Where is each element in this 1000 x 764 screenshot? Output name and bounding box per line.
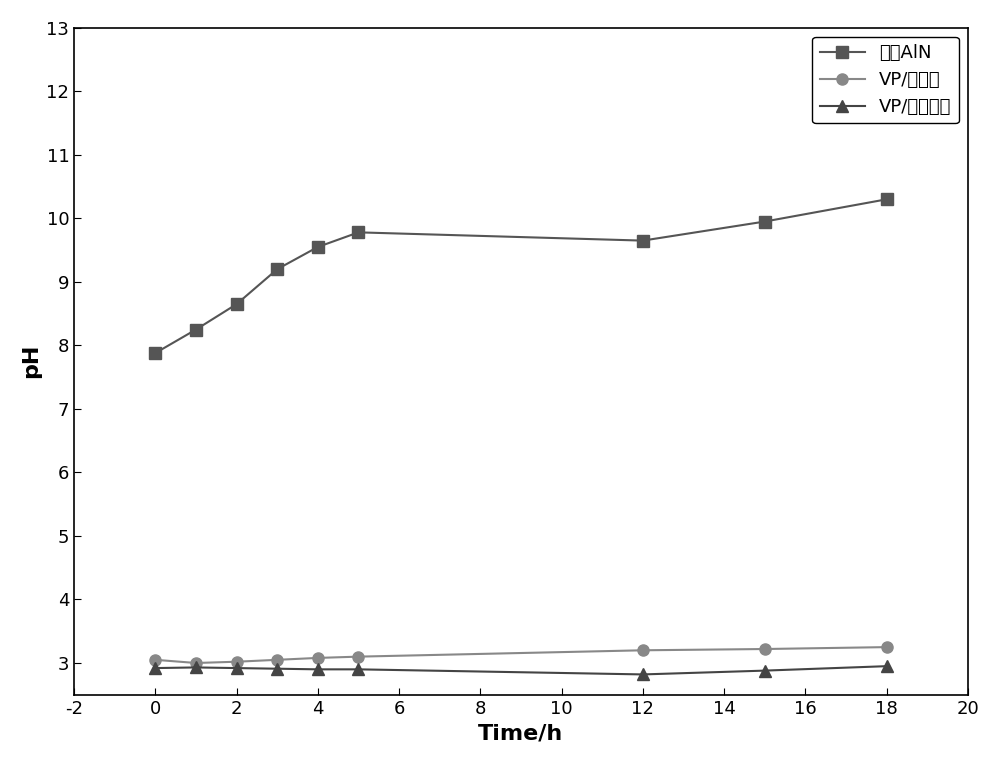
VP/马米酸酐 <box>231 663 243 672</box>
VP/衣康酸 <box>759 645 771 654</box>
VP/马米酸酐 <box>352 665 364 674</box>
VP/马米酸酐 <box>881 662 893 671</box>
VP/马米酸酐 <box>759 666 771 675</box>
原始AlN <box>271 264 283 274</box>
VP/马米酸酐 <box>271 664 283 673</box>
VP/衣康酸 <box>231 657 243 666</box>
原始AlN <box>149 348 161 358</box>
VP/衣康酸 <box>271 656 283 665</box>
VP/衣康酸 <box>312 653 324 662</box>
VP/衣康酸 <box>881 643 893 652</box>
原始AlN <box>312 242 324 251</box>
Legend: 原始AlN, VP/衣康酸, VP/马米酸酐: 原始AlN, VP/衣康酸, VP/马米酸酐 <box>812 37 959 123</box>
Y-axis label: pH: pH <box>21 344 41 378</box>
X-axis label: Time/h: Time/h <box>478 724 564 743</box>
Line: VP/马米酸酐: VP/马米酸酐 <box>150 661 892 680</box>
VP/衣康酸 <box>637 646 649 655</box>
VP/马米酸酐 <box>190 663 202 672</box>
VP/马米酸酐 <box>637 670 649 679</box>
原始AlN <box>190 325 202 334</box>
原始AlN <box>637 236 649 245</box>
原始AlN <box>881 195 893 204</box>
VP/马米酸酐 <box>312 665 324 674</box>
原始AlN <box>231 299 243 309</box>
VP/马米酸酐 <box>149 663 161 672</box>
Line: VP/衣康酸: VP/衣康酸 <box>150 642 892 668</box>
VP/衣康酸 <box>190 659 202 668</box>
VP/衣康酸 <box>352 652 364 661</box>
原始AlN <box>352 228 364 237</box>
VP/衣康酸 <box>149 656 161 665</box>
Line: 原始AlN: 原始AlN <box>150 194 892 358</box>
原始AlN <box>759 217 771 226</box>
